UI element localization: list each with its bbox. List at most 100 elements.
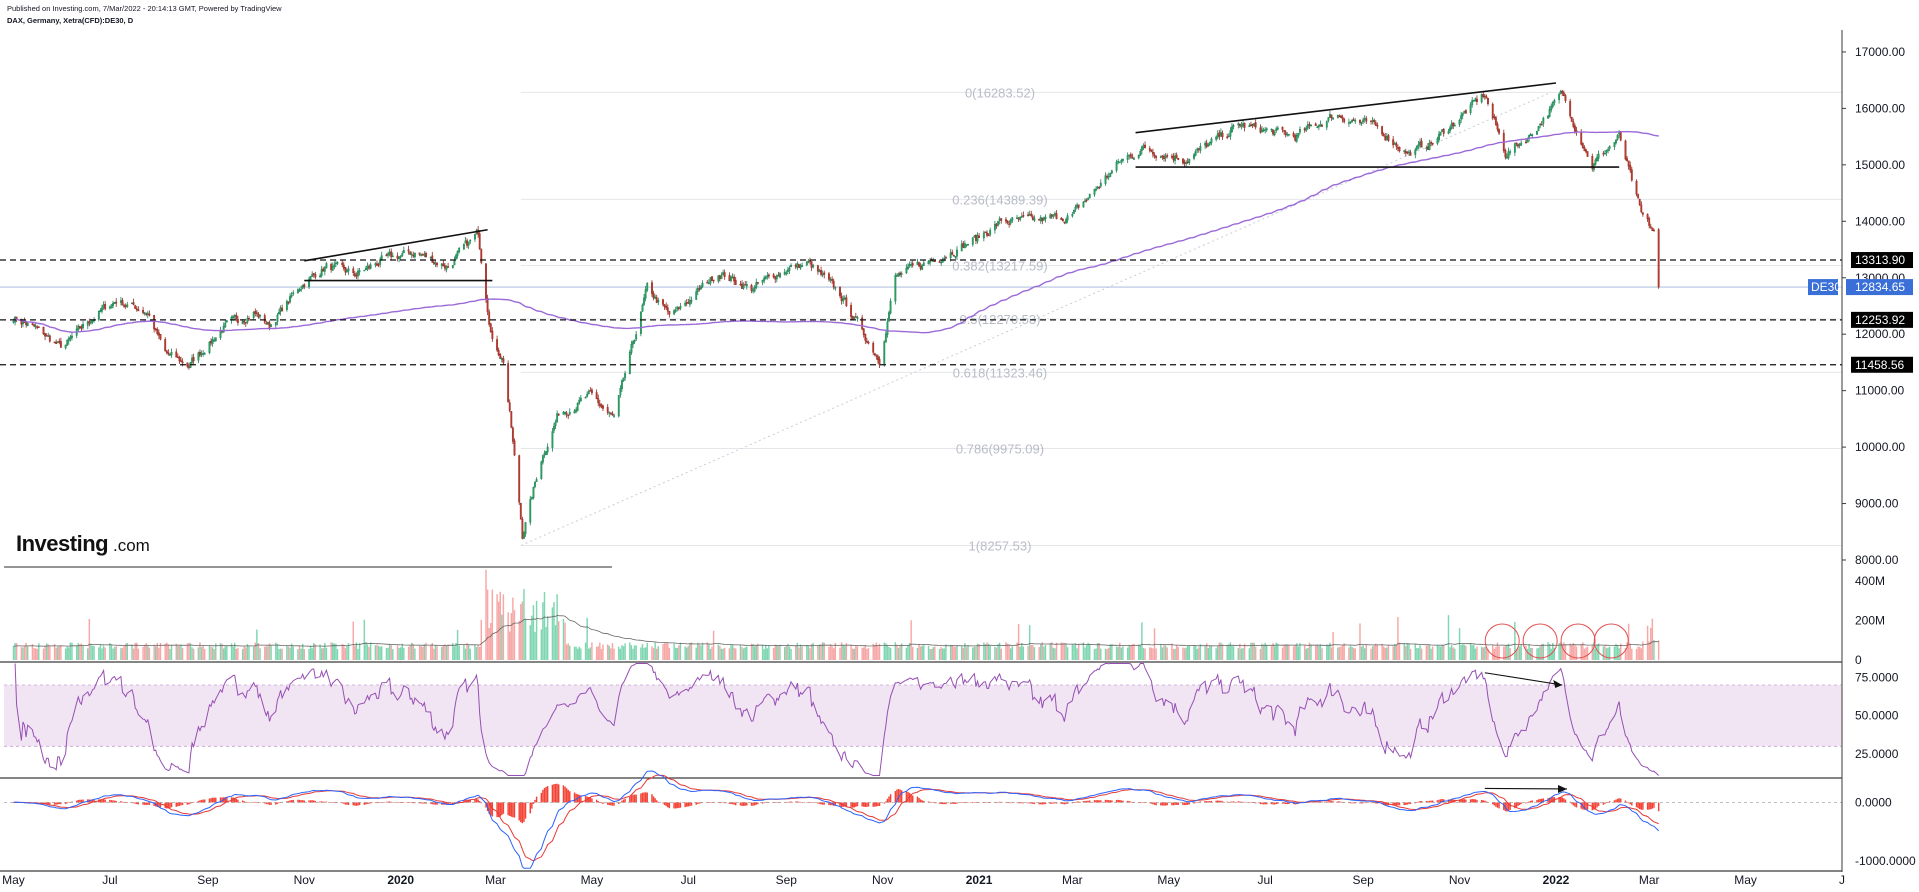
volume-bar <box>599 642 601 660</box>
fib-label: 0.236(14389.39) <box>952 192 1047 207</box>
volume-bar <box>752 644 754 660</box>
macd-histogram-bar <box>1646 802 1649 810</box>
candle-body <box>739 284 742 286</box>
candle-body <box>679 306 682 309</box>
macd-histogram-bar <box>79 799 81 803</box>
macd-histogram-bar <box>167 802 170 809</box>
candle-body <box>752 290 755 292</box>
macd-histogram-bar <box>896 789 898 803</box>
volume-bar <box>1503 646 1505 660</box>
macd-histogram-bar <box>1394 802 1396 806</box>
candle-body <box>436 262 438 266</box>
candle-body <box>25 321 28 326</box>
macd-histogram-bar <box>1615 799 1617 803</box>
macd-histogram-bar <box>739 802 742 806</box>
volume-circle <box>1593 623 1629 659</box>
volume-bar <box>777 646 780 660</box>
macd-histogram-bar <box>169 802 171 808</box>
macd-histogram-bar <box>1277 802 1279 804</box>
volume-bar <box>1109 644 1112 660</box>
macd-histogram-bar <box>953 802 955 804</box>
candle-body <box>894 275 897 302</box>
candle-body <box>956 249 958 257</box>
candle-body <box>742 285 745 289</box>
volume-bar <box>379 646 381 660</box>
candle-body <box>673 310 676 315</box>
macd-histogram-bar <box>1172 802 1175 806</box>
macd-histogram-bar <box>1016 802 1018 804</box>
macd-histogram-bar <box>1548 797 1551 803</box>
volume-bar <box>257 643 260 660</box>
macd-histogram-bar <box>844 802 846 807</box>
macd-histogram-bar <box>855 802 857 807</box>
volume-bar <box>940 646 942 660</box>
macd-histogram-bar <box>331 802 334 803</box>
macd-histogram-bar <box>875 802 878 807</box>
candle-body <box>786 269 789 272</box>
volume-bar <box>728 648 731 660</box>
volume-bar <box>490 622 492 660</box>
volume-bar <box>1240 648 1243 660</box>
candle-body <box>1204 143 1207 146</box>
volume-bar <box>772 647 775 660</box>
macd-histogram-bar <box>619 802 622 803</box>
macd-histogram-bar <box>529 802 531 814</box>
macd-histogram-bar <box>1439 799 1442 803</box>
candle-body <box>80 326 83 329</box>
volume-bar <box>722 648 724 660</box>
candle-body <box>120 300 122 303</box>
volume-bar <box>663 643 666 660</box>
candle-body <box>311 273 314 277</box>
macd-histogram-bar <box>1408 802 1410 805</box>
candle-body <box>410 253 413 256</box>
candle-body <box>756 282 759 284</box>
candle-body <box>1095 188 1097 191</box>
macd-histogram-bar <box>75 800 78 803</box>
candle-body <box>1221 132 1224 138</box>
macd-histogram-bar <box>655 800 658 803</box>
candle-body <box>1272 129 1274 135</box>
volume-bar <box>695 647 697 660</box>
macd-histogram-bar <box>709 802 712 803</box>
volume-bar <box>1305 648 1307 660</box>
volume-bar <box>734 648 737 660</box>
fib-label: 0(16283.52) <box>965 85 1035 100</box>
macd-histogram-bar <box>147 802 149 805</box>
macd-histogram-bar <box>997 802 999 803</box>
macd-histogram-bar <box>610 802 612 806</box>
macd-histogram-bar <box>1417 801 1420 803</box>
macd-histogram-bar <box>962 802 965 803</box>
volume-bar <box>486 589 489 660</box>
volume-bar <box>1507 643 1510 660</box>
macd-histogram-bar <box>897 789 900 803</box>
time-tick-label: 2020 <box>387 873 414 887</box>
candle-body <box>1096 186 1099 189</box>
volume-bar <box>701 642 704 660</box>
macd-histogram-bar <box>646 792 648 803</box>
volume-bar <box>651 646 653 660</box>
volume-bar <box>644 647 647 660</box>
candle-body <box>211 338 214 344</box>
macd-histogram-bar <box>1106 799 1108 803</box>
candle-body <box>1365 118 1368 122</box>
macd-histogram-bar <box>496 802 498 818</box>
candle-body <box>654 296 657 299</box>
macd-histogram-bar <box>132 802 135 804</box>
macd-histogram-bar <box>142 802 144 805</box>
candle-body <box>325 263 328 269</box>
candle-body <box>499 353 502 359</box>
candle-body <box>341 262 344 265</box>
candle-body <box>701 282 704 287</box>
candle-body <box>287 302 290 304</box>
volume-bar <box>888 647 890 660</box>
volume-bar <box>866 649 868 660</box>
volume-bar <box>445 645 448 660</box>
candle-body <box>606 407 609 413</box>
volume-bar <box>42 648 45 660</box>
macd-histogram-bar <box>104 799 106 803</box>
candle-body <box>1586 151 1589 157</box>
candle-body <box>843 297 846 300</box>
candle-body <box>1071 214 1074 217</box>
candle-body <box>1646 213 1649 220</box>
